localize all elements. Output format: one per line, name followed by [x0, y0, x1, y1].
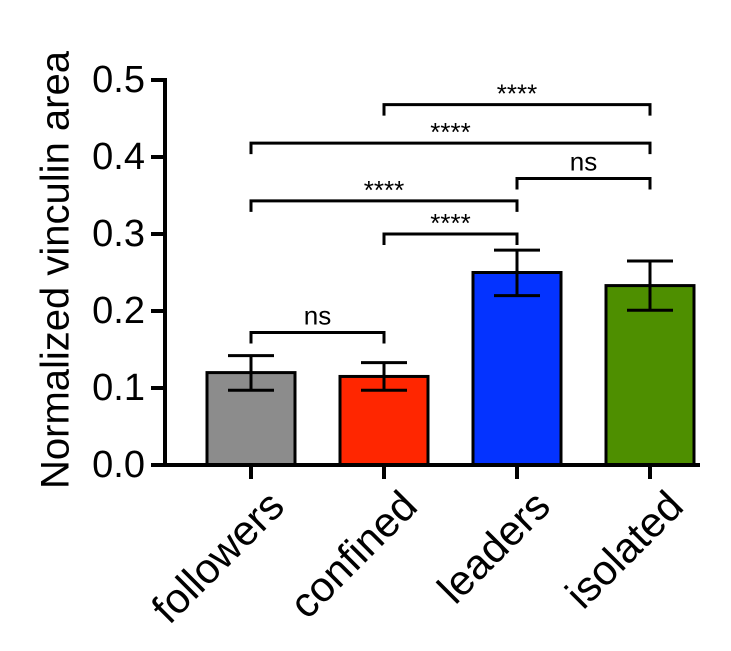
significance-label: ns: [570, 147, 597, 177]
x-tick-label-leaders: leaders: [428, 482, 559, 613]
significance-bracket: [382, 103, 652, 116]
y-tick-label: 0.3: [92, 213, 145, 255]
significance-label: ****: [430, 117, 470, 147]
significance-bracket: [382, 232, 519, 245]
significance-bracket: [249, 199, 519, 212]
significance-bracket: [249, 141, 652, 155]
x-tick-label-followers: followers: [142, 482, 292, 632]
y-tick-label: 0.0: [92, 444, 145, 486]
y-axis-label-group: Normalized vinculin area: [34, 50, 78, 489]
y-tick-label: 0.4: [92, 136, 145, 178]
significance-label: ****: [364, 175, 404, 205]
significance-label: ****: [497, 79, 537, 109]
y-axis-label: Normalized vinculin area: [34, 50, 78, 489]
bar-isolated: [604, 284, 696, 467]
significance-bracket: [515, 177, 652, 190]
significance-bracket: [249, 331, 386, 344]
y-tick-label: 0.2: [92, 290, 145, 332]
significance-label: ****: [430, 208, 470, 238]
x-tick-label-isolated: isolated: [556, 482, 692, 618]
y-tick-label: 0.1: [92, 367, 145, 409]
bar-leaders: [471, 271, 563, 467]
x-tick-label-confined: confined: [280, 482, 426, 628]
y-tick-label: 0.5: [92, 59, 145, 101]
significance-label: ns: [304, 301, 331, 331]
